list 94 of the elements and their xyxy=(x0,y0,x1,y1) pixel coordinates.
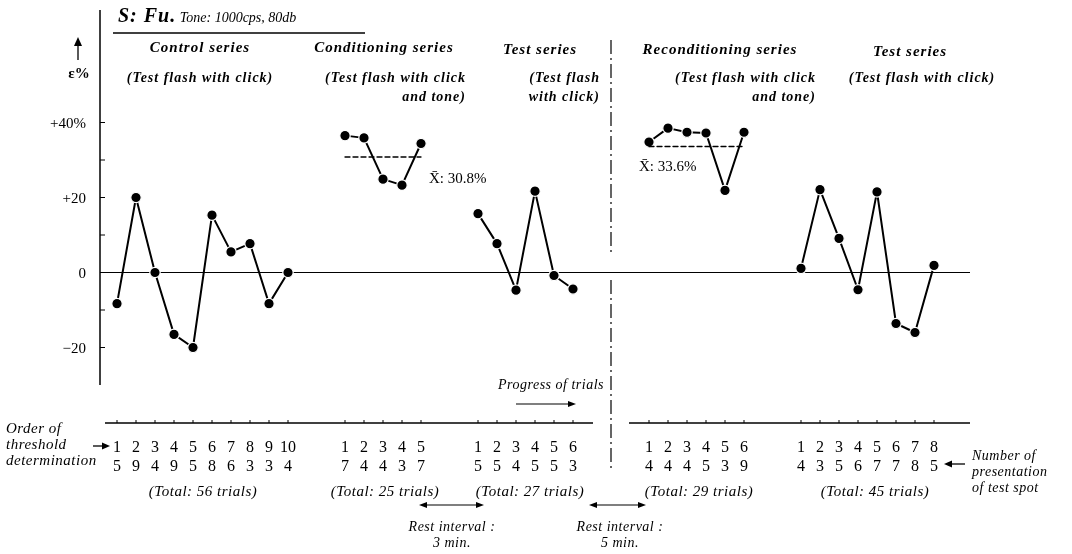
annotation: (Test flash with click) xyxy=(848,70,996,86)
x-tick-label: 1 4 xyxy=(797,438,805,474)
point xyxy=(377,173,389,185)
x-tick-label: 6 7 xyxy=(892,438,900,474)
x-tick-label: 1 5 xyxy=(474,438,482,474)
point xyxy=(415,137,427,150)
annotation: Conditioning series xyxy=(314,39,454,55)
point xyxy=(111,297,123,310)
y-tick-label: +40% xyxy=(50,114,86,131)
point xyxy=(396,179,408,191)
x-tick-label: 2 4 xyxy=(360,438,368,474)
point xyxy=(130,191,142,204)
point xyxy=(662,122,674,134)
x-tick-label: 4 3 xyxy=(398,438,406,474)
x-tick-label: 5 5 xyxy=(189,438,197,474)
text: (Total: 25 trials) xyxy=(330,483,440,500)
text: (Total: 27 trials) xyxy=(475,483,585,500)
x-tick-label: 2 3 xyxy=(816,438,824,474)
annotation: (Test flash with click) xyxy=(126,70,274,86)
x-tick-label: 8 3 xyxy=(246,438,254,474)
point xyxy=(643,136,655,148)
x-tick-label: 5 7 xyxy=(417,438,425,474)
point xyxy=(263,297,275,310)
point xyxy=(529,185,541,197)
annotation: Test series xyxy=(872,43,948,59)
x-tick-label: 8 5 xyxy=(930,438,938,474)
text: (Total: 56 trials) xyxy=(148,483,258,500)
point xyxy=(206,209,218,221)
x-tick-label: 2 5 xyxy=(493,438,501,474)
x-tick-label: 9 3 xyxy=(265,438,273,474)
chart-title: S: Fu. Tone: 1000cps, 80db xyxy=(118,4,297,26)
annotation: Progress of trials xyxy=(497,377,605,392)
x-tick-label: 5 7 xyxy=(873,438,881,474)
annotation: (Test flash with click and tone) xyxy=(675,70,816,105)
x-tick-label: 3 4 xyxy=(512,438,520,474)
y-tick-label: 0 xyxy=(78,264,86,281)
point xyxy=(168,328,180,341)
annotation: Test series xyxy=(502,41,578,57)
x-tick-label: 4 5 xyxy=(531,438,539,474)
point xyxy=(681,126,693,139)
text: Rest interval : 5 min. xyxy=(575,519,664,550)
x-tick-label: 5 5 xyxy=(550,438,558,474)
text: Number of presentation of test spot xyxy=(971,448,1048,495)
point xyxy=(795,262,807,275)
annotation: (Test flash with click) xyxy=(528,70,600,105)
point xyxy=(225,246,237,258)
x-tick-label: 3 4 xyxy=(151,438,159,474)
legend-label: X̄: 33.6% xyxy=(639,157,697,174)
x-tick-label: 4 6 xyxy=(854,438,862,474)
x-tick-label: 7 8 xyxy=(911,438,919,474)
x-tick-label: 1 5 xyxy=(113,438,121,474)
point xyxy=(928,259,940,272)
x-tick-label: 2 9 xyxy=(132,438,140,474)
point xyxy=(719,184,731,197)
text: Order of threshold determination xyxy=(6,420,97,468)
point xyxy=(890,317,902,330)
x-tick-label: 5 3 xyxy=(721,438,729,474)
x-tick-label: 4 5 xyxy=(702,438,710,474)
text: (Total: 45 trials) xyxy=(820,483,930,500)
annotation: (Test flash with click and tone) xyxy=(325,70,466,105)
point xyxy=(510,284,522,296)
point xyxy=(282,266,294,279)
point xyxy=(149,266,161,279)
text: (Total: 29 trials) xyxy=(644,483,754,500)
x-tick-label: 10 4 xyxy=(280,438,296,474)
point xyxy=(491,237,503,250)
x-tick-label: 7 6 xyxy=(227,438,235,474)
point xyxy=(852,283,864,296)
annotation: Reconditioning series xyxy=(641,41,798,57)
x-tick-label: 3 4 xyxy=(379,438,387,474)
point xyxy=(358,132,370,144)
point xyxy=(738,126,750,139)
x-tick-label: 6 3 xyxy=(569,438,577,474)
x-tick-label: 4 9 xyxy=(170,438,178,474)
annotation: Control series xyxy=(149,39,251,55)
y-tick-label: −20 xyxy=(62,339,86,356)
text: Rest interval : 3 min. xyxy=(407,519,496,550)
x-tick-label: 2 4 xyxy=(664,438,672,474)
x-tick-label: 3 4 xyxy=(683,438,691,474)
point xyxy=(187,341,199,354)
x-tick-label: 3 5 xyxy=(835,438,843,474)
point xyxy=(871,186,883,198)
x-tick-label: 6 8 xyxy=(208,438,216,474)
series-label: X̄: 30.8% xyxy=(429,170,487,186)
y-axis-title: ε% xyxy=(68,65,90,81)
point xyxy=(909,326,921,339)
point xyxy=(548,269,560,282)
y-tick-label: +20 xyxy=(62,189,86,206)
x-tick-label: 1 4 xyxy=(645,438,653,474)
x-tick-label: 6 9 xyxy=(740,438,748,474)
point xyxy=(700,127,712,139)
point xyxy=(833,232,845,245)
x-tick-label: 1 7 xyxy=(341,438,349,474)
point xyxy=(567,283,579,295)
